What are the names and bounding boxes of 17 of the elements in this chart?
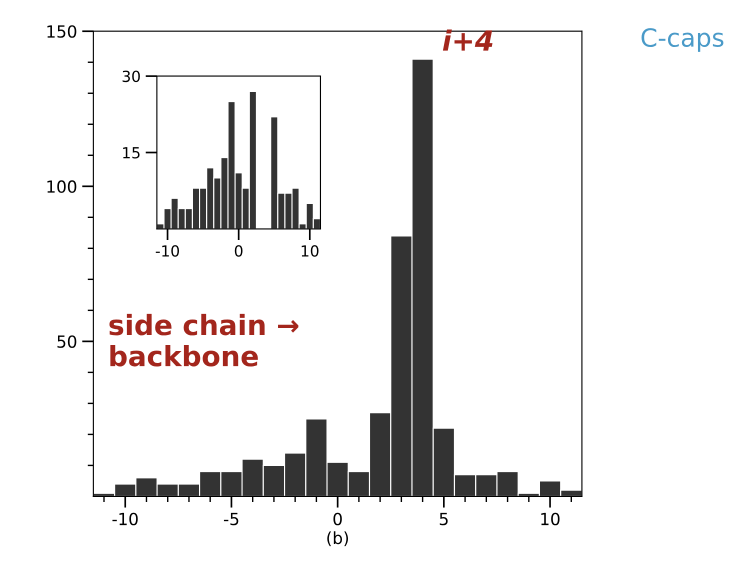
x-tick-label: -10 (156, 245, 179, 257)
y-tick-label: 15 (123, 147, 140, 159)
x-tick-label: -5 (224, 512, 238, 526)
y-tick-label: 50 (57, 335, 76, 348)
x-tick-label: 10 (302, 245, 318, 257)
y-tick-label: 150 (47, 25, 76, 38)
x-tick-label: 0 (333, 512, 342, 526)
annotation: side chain → backbone (109, 314, 298, 367)
x-tick-label: 10 (541, 512, 560, 526)
x-axis-title: (b) (327, 531, 348, 546)
x-tick-label: -10 (112, 512, 138, 526)
text: C-caps (642, 28, 724, 52)
y-tick-label: 30 (122, 70, 140, 82)
annotation: i+4 (442, 29, 492, 51)
x-tick-label: 5 (440, 512, 448, 526)
y-tick-label: 100 (47, 180, 76, 193)
x-tick-label: 0 (234, 245, 243, 257)
